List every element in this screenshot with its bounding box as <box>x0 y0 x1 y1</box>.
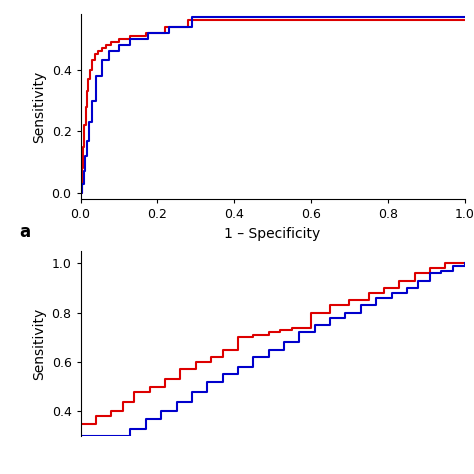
Text: a: a <box>19 223 30 241</box>
Y-axis label: Sensitivity: Sensitivity <box>32 71 46 143</box>
Y-axis label: Sensitivity: Sensitivity <box>32 308 46 380</box>
X-axis label: 1 – Specificity: 1 – Specificity <box>224 227 321 241</box>
